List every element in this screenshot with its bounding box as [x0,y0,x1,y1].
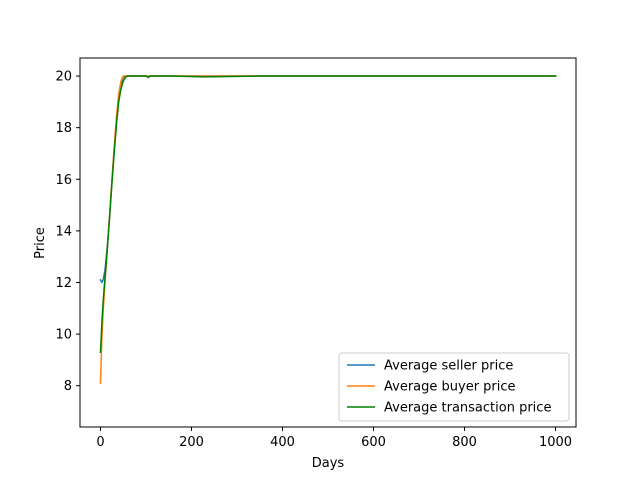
y-axis-label: Price [33,227,48,259]
legend-entries: Average seller price Average buyer price A… [347,359,551,416]
x-tick-label: 1000 [539,435,572,450]
x-axis-label: Days [312,456,345,471]
x-tick-label: 400 [270,435,295,450]
series-line-3 [99,75,557,353]
legend-box [338,352,570,422]
x-axis-ticks: 0 200 400 600 800 1000 [96,427,572,450]
axes-frame [79,57,577,428]
x-tick-label: 600 [361,435,386,450]
y-axis-ticks: 8 10 12 14 16 18 20 [55,70,80,394]
x-tick-label: 0 [96,435,104,450]
y-tick-label: 18 [55,121,72,136]
x-tick-label: 200 [179,435,204,450]
y-tick-label: 16 [55,173,72,188]
legend-label-3: Average transaction price [384,401,551,416]
series-layer [99,75,557,384]
y-tick-label: 10 [55,328,72,343]
y-tick-label: 8 [64,379,72,394]
legend-label-1: Average seller price [384,359,513,374]
legend-label-2: Average buyer price [384,380,516,395]
x-tick-label: 800 [452,435,477,450]
y-tick-label: 14 [55,224,72,239]
y-tick-label: 12 [55,276,72,291]
legend: Average seller price Average buyer price A… [338,352,570,422]
y-tick-label: 20 [55,70,72,85]
